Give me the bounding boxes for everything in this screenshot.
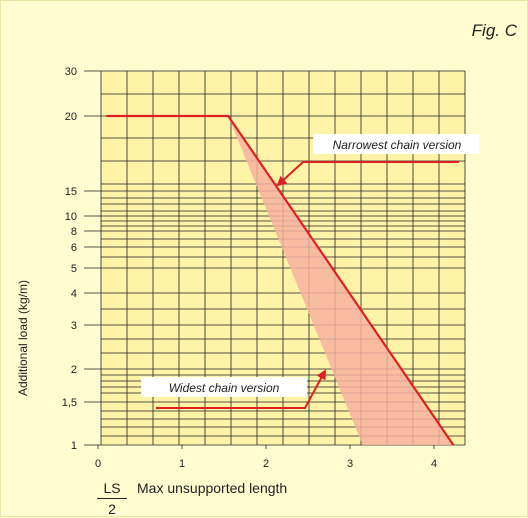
fraction-bar	[97, 498, 127, 499]
narrowest-leader-line	[276, 161, 459, 187]
y-tick-label: 15	[65, 186, 77, 198]
narrowest-label-box	[313, 134, 479, 154]
x-tick-label: 0	[95, 458, 101, 470]
x-tick-label: 4	[431, 458, 437, 470]
series-narrowest-line	[106, 114, 455, 446]
x-tick-label: 3	[347, 458, 353, 470]
y-axis-label: Additional load (kg/m)	[16, 279, 30, 397]
x-tick-label: 1	[179, 458, 185, 470]
y-tick-label: 1	[71, 440, 77, 452]
y-tick-label: 10	[65, 211, 77, 223]
y-tick-label: 8	[71, 226, 77, 238]
y-tick-label: 2	[71, 364, 77, 376]
fraction-denominator: 2	[108, 501, 116, 517]
ls-fraction: LS 2	[97, 480, 127, 517]
y-tick-label: 6	[71, 242, 77, 254]
fraction-numerator: LS	[103, 480, 121, 496]
y-tick-label: 1,5	[62, 397, 77, 409]
widest-label-box	[141, 377, 307, 397]
x-axis-title: Max unsupported length	[137, 480, 288, 496]
y-tick-label: 3	[71, 320, 77, 332]
chart-annotations: Narrowest chain version Widest chain vers…	[141, 134, 479, 409]
y-tick-label: 5	[71, 263, 77, 275]
y-tick-label: 4	[71, 288, 77, 300]
y-tick-labels: 1 1,5 2 3 4 5 6 8 10 15 20 30	[62, 66, 77, 452]
y-tick-label: 30	[65, 66, 77, 78]
chart-lines	[106, 114, 455, 446]
x-tick-label: 2	[263, 458, 269, 470]
x-tick-labels: 0 1 2 3 4	[95, 458, 437, 470]
figure-label: Fig. C	[471, 21, 517, 40]
narrowest-label: Narrowest chain version	[333, 138, 462, 152]
y-tick-label: 20	[65, 111, 77, 123]
widest-leader-line	[156, 369, 326, 409]
widest-label: Widest chain version	[169, 381, 280, 395]
